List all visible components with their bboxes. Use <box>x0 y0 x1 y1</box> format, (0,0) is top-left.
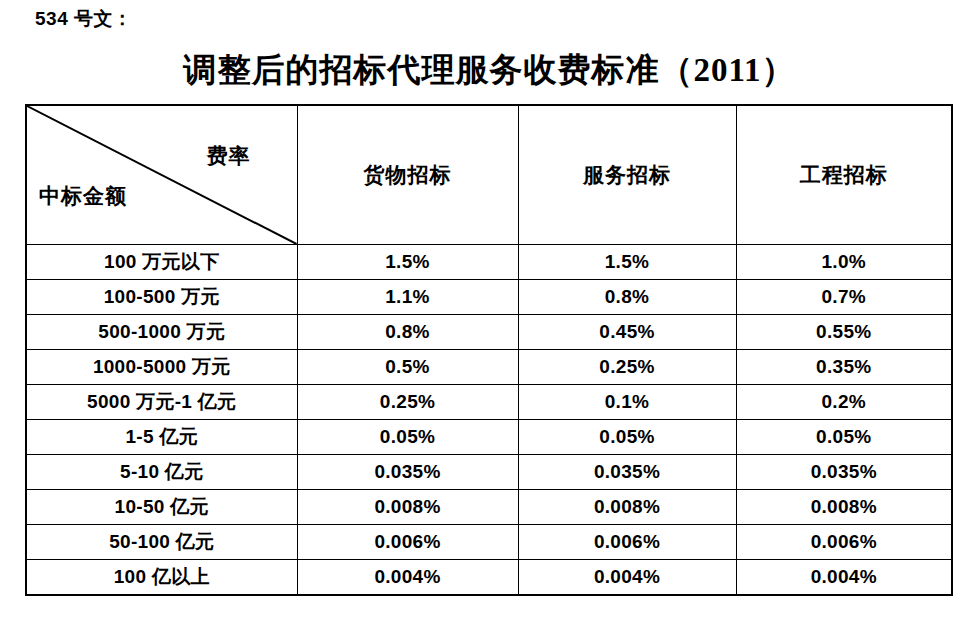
cell-works: 0.7% <box>736 280 952 315</box>
table-row: 50-100 亿元 0.006% 0.006% 0.006% <box>26 525 952 560</box>
cell-service: 0.8% <box>518 280 736 315</box>
row-label: 100 万元以下 <box>26 245 297 280</box>
cell-works: 0.006% <box>736 525 952 560</box>
header-row: 费率 中标金额 货物招标 服务招标 工程招标 <box>26 105 952 245</box>
cell-goods: 0.006% <box>297 525 518 560</box>
document-page: 534 号文： 调整后的招标代理服务收费标准（2011） 费率 中标金额 货物招… <box>0 0 979 629</box>
corner-label-amount: 中标金额 <box>39 182 127 210</box>
cell-works: 0.05% <box>736 420 952 455</box>
cell-goods: 0.05% <box>297 420 518 455</box>
cell-goods: 0.25% <box>297 385 518 420</box>
cell-works: 0.35% <box>736 350 952 385</box>
table-row: 500-1000 万元 0.8% 0.45% 0.55% <box>26 315 952 350</box>
doc-number-label: 534 号文： <box>35 6 132 32</box>
cell-goods: 0.035% <box>297 455 518 490</box>
row-label: 1-5 亿元 <box>26 420 297 455</box>
cell-works: 0.004% <box>736 560 952 596</box>
cell-goods: 0.5% <box>297 350 518 385</box>
cell-works: 0.55% <box>736 315 952 350</box>
row-label: 100-500 万元 <box>26 280 297 315</box>
cell-goods: 0.8% <box>297 315 518 350</box>
row-label: 50-100 亿元 <box>26 525 297 560</box>
cell-service: 0.25% <box>518 350 736 385</box>
column-header-service-bidding: 服务招标 <box>518 105 736 245</box>
cell-service: 0.008% <box>518 490 736 525</box>
cell-service: 0.45% <box>518 315 736 350</box>
table-row: 5-10 亿元 0.035% 0.035% 0.035% <box>26 455 952 490</box>
row-label: 1000-5000 万元 <box>26 350 297 385</box>
cell-goods: 1.5% <box>297 245 518 280</box>
cell-goods: 1.1% <box>297 280 518 315</box>
corner-label-rate: 费率 <box>207 142 251 170</box>
cell-service: 1.5% <box>518 245 736 280</box>
cell-service: 0.004% <box>518 560 736 596</box>
cell-works: 0.008% <box>736 490 952 525</box>
cell-service: 0.05% <box>518 420 736 455</box>
cell-works: 1.0% <box>736 245 952 280</box>
table-row: 5000 万元-1 亿元 0.25% 0.1% 0.2% <box>26 385 952 420</box>
cell-works: 0.035% <box>736 455 952 490</box>
diagonal-line <box>27 106 297 244</box>
page-title: 调整后的招标代理服务收费标准（2011） <box>0 48 979 93</box>
row-label: 10-50 亿元 <box>26 490 297 525</box>
row-label: 5000 万元-1 亿元 <box>26 385 297 420</box>
row-label: 5-10 亿元 <box>26 455 297 490</box>
cell-service: 0.1% <box>518 385 736 420</box>
cell-works: 0.2% <box>736 385 952 420</box>
cell-service: 0.035% <box>518 455 736 490</box>
table-row: 1-5 亿元 0.05% 0.05% 0.05% <box>26 420 952 455</box>
cell-service: 0.006% <box>518 525 736 560</box>
column-header-works-bidding: 工程招标 <box>736 105 952 245</box>
fee-rate-table: 费率 中标金额 货物招标 服务招标 工程招标 100 万元以下 1.5% 1.5… <box>25 104 953 596</box>
diagonal-header-cell: 费率 中标金额 <box>26 105 297 245</box>
cell-goods: 0.004% <box>297 560 518 596</box>
cell-goods: 0.008% <box>297 490 518 525</box>
row-label: 100 亿以上 <box>26 560 297 596</box>
row-label: 500-1000 万元 <box>26 315 297 350</box>
table-row: 100-500 万元 1.1% 0.8% 0.7% <box>26 280 952 315</box>
table-row: 10-50 亿元 0.008% 0.008% 0.008% <box>26 490 952 525</box>
table-row: 100 万元以下 1.5% 1.5% 1.0% <box>26 245 952 280</box>
table-row: 1000-5000 万元 0.5% 0.25% 0.35% <box>26 350 952 385</box>
table-row: 100 亿以上 0.004% 0.004% 0.004% <box>26 560 952 596</box>
column-header-goods-bidding: 货物招标 <box>297 105 518 245</box>
